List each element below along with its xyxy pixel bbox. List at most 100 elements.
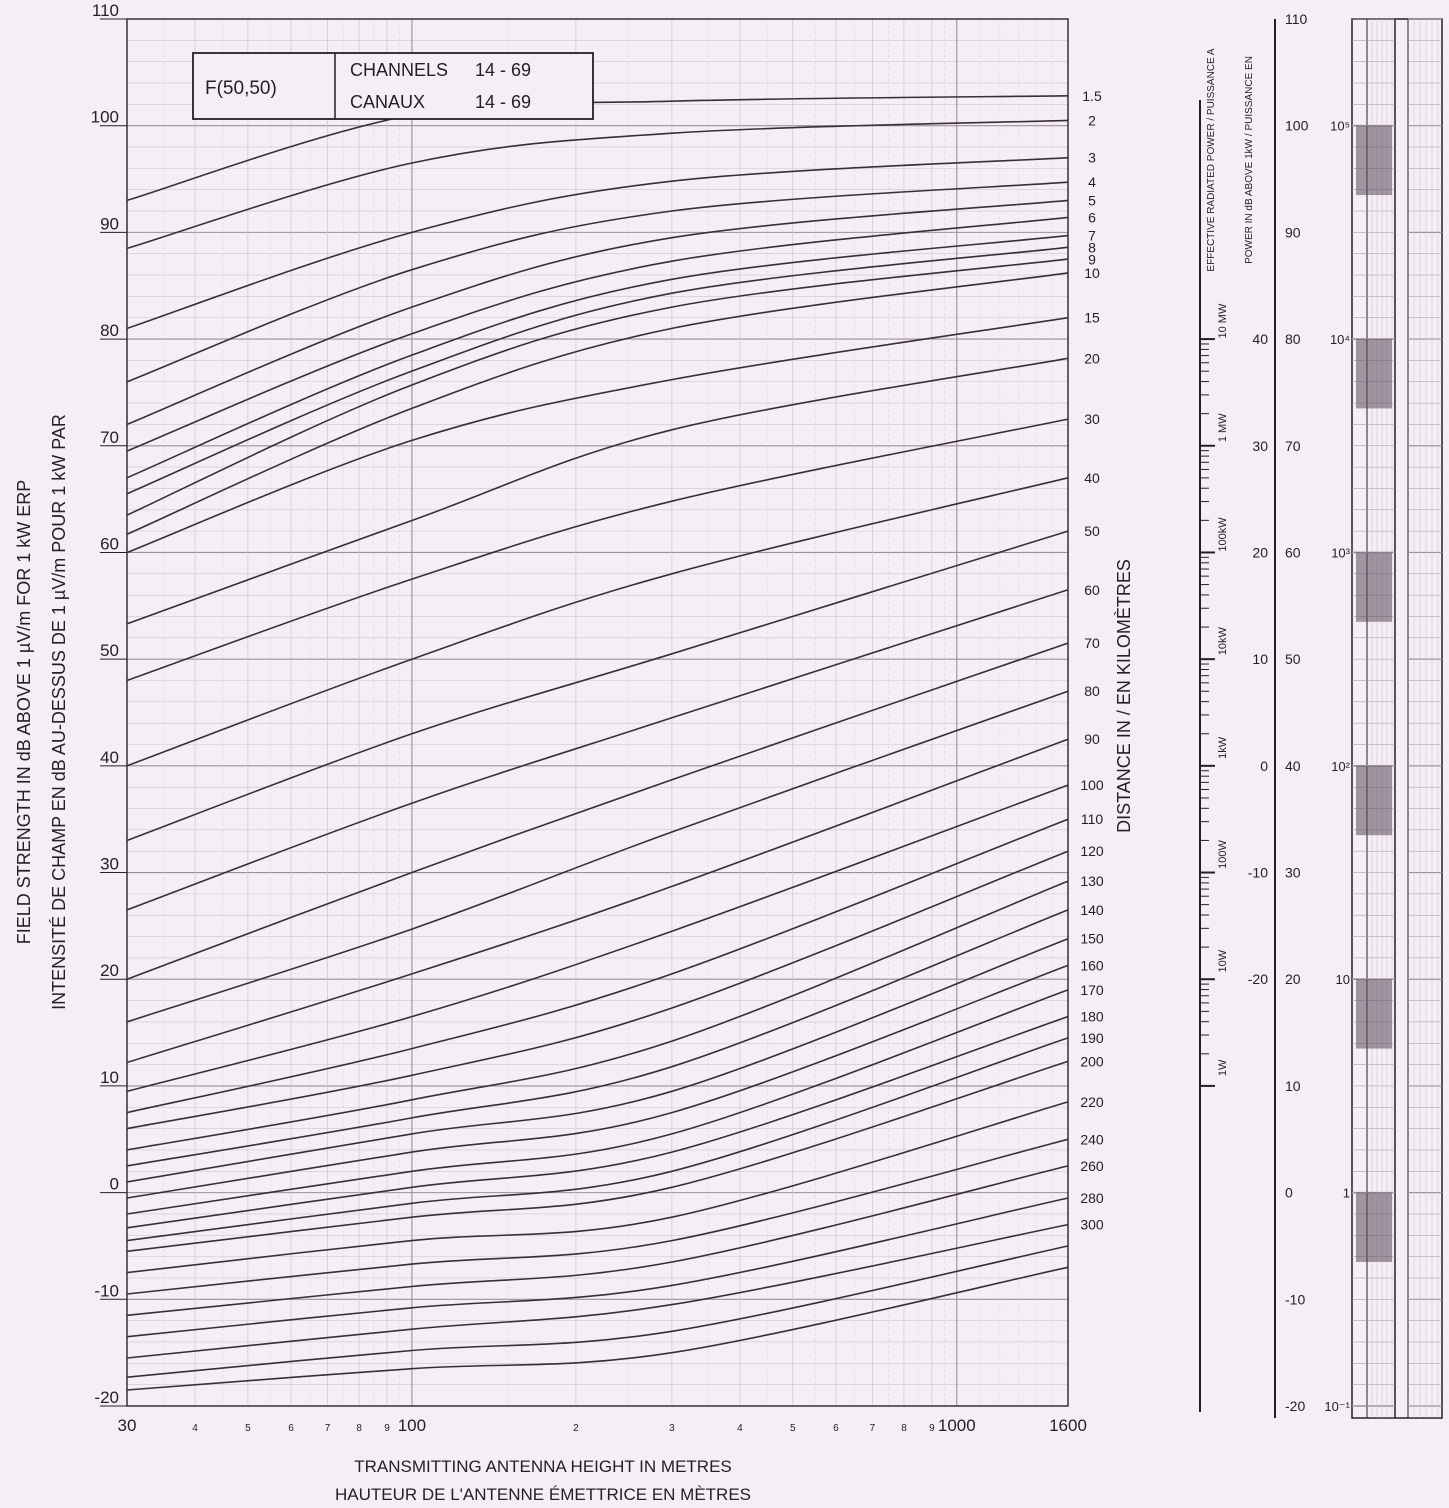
x-tick-label: 1000 [938,1416,976,1435]
microvolt-tick-label: 10³ [1331,545,1350,560]
y-tick-label: 90 [100,214,119,233]
erp-tick-label: 10 MW [1217,303,1229,338]
distance-curve [126,1197,1069,1338]
distance-curve [126,477,1069,767]
microvolt-tick-label: 10⁵ [1330,119,1350,134]
distance-label: 100 [1080,777,1104,793]
strip-dark-band [1356,339,1392,409]
x-tick-label: 4 [737,1423,743,1434]
distance-label: 300 [1080,1217,1104,1233]
y-tick-label: 60 [100,534,119,553]
distance-label: 90 [1084,731,1100,747]
y-axis-title-fr: INTENSITÉ DE CHAMP EN dB AU-DESSUS DE 1 … [49,414,69,1010]
distance-curve [126,316,1069,554]
distance-curve [126,418,1069,682]
y-tick-label: 40 [100,748,119,767]
distance-curve [126,199,1069,426]
db-scale-title: POWER IN dB ABOVE 1kW / PUISSANCE EN [1244,56,1255,264]
microvolt-tick-label: 10⁻¹ [1324,1399,1350,1414]
microvolt-tick-label: 1 [1343,1186,1350,1201]
distance-curve [126,589,1069,911]
distance-label: 30 [1084,411,1100,427]
x-tick-label: 7 [325,1423,331,1434]
legend-line2-value: 14 - 69 [475,92,531,112]
x-tick-label: 6 [833,1423,839,1434]
x-tick-label: 4 [192,1423,198,1434]
erp-tick-label: 100kW [1217,517,1229,552]
y-axis-title-en: FIELD STRENGTH IN dB ABOVE 1 µV/m FOR 1 … [14,480,34,944]
strip-dark-band [1356,125,1392,196]
distance-curve [126,989,1069,1215]
field-tick-label: 90 [1285,224,1301,240]
db-kw-tick-label: -10 [1248,865,1268,881]
field-tick-label: 20 [1285,971,1301,987]
distance-label: 50 [1084,523,1100,539]
distance-label: 2 [1088,112,1096,128]
distance-curve [126,530,1069,842]
distance-label: 4 [1088,174,1096,190]
distance-curve [126,909,1069,1167]
y-tick-label: 70 [100,428,119,447]
x-tick-label: 3 [669,1423,675,1434]
x-axis-title-fr: HAUTEUR DE L'ANTENNE ÉMETTRICE EN MÈTRES [335,1485,751,1504]
distance-curve [126,156,1069,330]
field-tick-label: 110 [1285,11,1308,27]
erp-tick-label: 1kW [1217,736,1229,759]
db-kw-ticks: 40 30 20 10 0 -10 -20 [1248,331,1268,987]
distance-curve [126,1245,1069,1378]
db-kw-tick-label: 40 [1252,331,1268,347]
x-axis-tick-labels: 30 4 5 6 7 8 9 100 2 3 4 5 6 7 8 9 1000 1600 [118,1416,1087,1435]
distance-label: 20 [1084,350,1100,366]
distance-label: 180 [1080,1009,1104,1025]
y-tick-label: 20 [100,961,119,980]
erp-tick-label: 1W [1217,1059,1229,1076]
distance-curve [126,880,1069,1151]
y-tick-label: 10 [100,1068,119,1087]
erp-tick-label: 1 MW [1217,413,1229,442]
distance-curve [126,937,1069,1183]
x-tick-label: 5 [245,1423,251,1434]
field-tick-label: 100 [1285,118,1309,134]
distance-label: 200 [1080,1053,1104,1069]
legend-box: F(50,50) CHANNELS 14 - 69 CANAUX 14 - 69 [192,52,594,120]
x-tick-label: 7 [870,1423,876,1434]
distance-curve [126,258,1069,516]
distance-curve [126,1138,1069,1295]
x-tick-label: 9 [929,1423,935,1434]
distance-label: 120 [1080,843,1104,859]
distance-curve [126,181,1069,383]
distance-curve [126,784,1069,1093]
legend-line1-name: CHANNELS [350,60,448,80]
distance-label: 5 [1088,192,1096,208]
distance-label: 110 [1081,811,1104,827]
distance-curve [126,216,1069,452]
distance-curve [126,1101,1069,1274]
field-tick-label: -10 [1285,1291,1305,1307]
distance-curve [126,1223,1069,1359]
distance-curve [126,357,1069,625]
distance-curve [126,964,1069,1199]
distance-curve [126,246,1069,495]
distance-label: 80 [1084,683,1100,699]
distance-label: 140 [1080,902,1104,918]
strip-dark-band [1356,552,1392,622]
field-tick-label: 70 [1285,438,1301,454]
distance-label: 220 [1080,1094,1104,1110]
y-tick-label: 80 [100,321,119,340]
legend-label: F(50,50) [205,78,277,99]
power-conversion-scales: EFFECTIVE RADIATED POWER / PUISSANCE A P… [1199,11,1443,1419]
distance-curve [126,1266,1069,1391]
microvolt-tick-label: 10² [1331,759,1350,774]
db-kw-tick-label: 30 [1252,438,1268,454]
y-tick-label: 30 [100,855,119,874]
y-tick-label: -20 [94,1388,119,1407]
distance-label: 150 [1080,931,1104,947]
field-tick-label: 80 [1285,331,1301,347]
x-tick-label: 100 [398,1416,426,1435]
strip-dark-band [1356,1192,1392,1262]
strip-frame [1351,18,1443,1419]
db-kw-tick-label: 0 [1260,758,1268,774]
